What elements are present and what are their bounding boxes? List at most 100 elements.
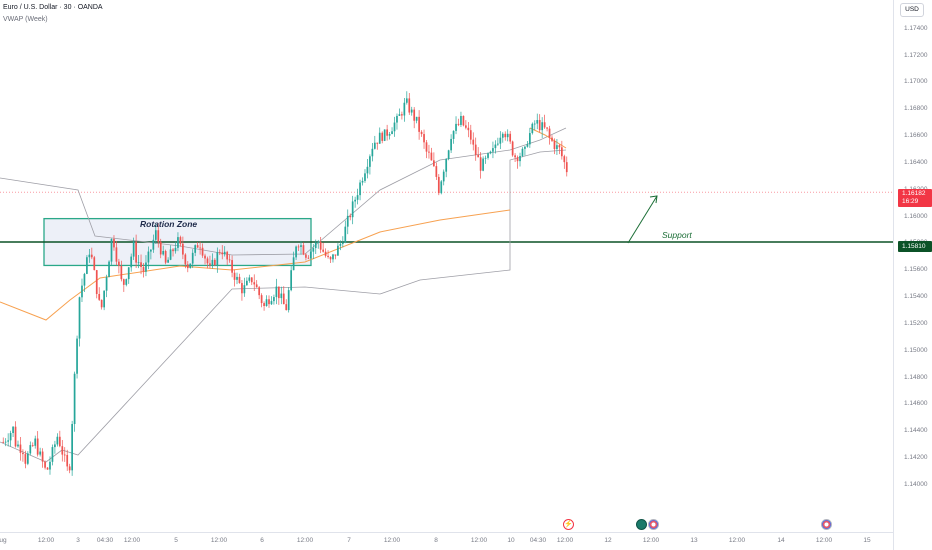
candle-body — [182, 243, 184, 255]
candle-body — [528, 133, 531, 145]
candle-body — [415, 116, 418, 121]
candle-body — [260, 295, 263, 304]
candle-body — [118, 261, 120, 266]
candle-body — [425, 142, 428, 152]
candle-body — [263, 303, 265, 307]
us-flag-icon[interactable] — [821, 519, 832, 530]
candle-body — [19, 444, 22, 453]
time-tick: 7 — [347, 537, 351, 544]
time-tick: 12:00 — [383, 537, 401, 544]
currency-button[interactable]: USD — [900, 3, 924, 17]
candle-body — [31, 445, 34, 446]
candle-body — [383, 129, 386, 141]
candle-body — [216, 252, 219, 266]
candle-body — [511, 141, 514, 156]
candle-body — [344, 226, 347, 243]
candle-body — [297, 246, 300, 248]
candle-body — [356, 195, 359, 200]
price-tick: 1.15200 — [904, 319, 928, 327]
candle-body — [78, 297, 81, 339]
candle-body — [403, 102, 406, 116]
candle-body — [489, 151, 492, 154]
candle-body — [120, 265, 123, 280]
candle-body — [159, 241, 162, 255]
candle-body — [337, 245, 339, 256]
candle-body — [218, 252, 221, 254]
candle-body — [361, 180, 364, 183]
candle-body — [556, 145, 558, 150]
candle-body — [324, 251, 327, 256]
candle-body — [9, 433, 12, 441]
candle-body — [351, 201, 354, 218]
candle-body — [66, 454, 69, 467]
candle-body — [307, 257, 310, 259]
price-axis[interactable]: 1.17400 1.17200 1.17000 1.16800 1.16600 1.164… — [893, 0, 932, 550]
candle-body — [71, 424, 73, 471]
candle-body — [450, 138, 452, 151]
time-tick: 04:30 — [96, 537, 114, 544]
candle-body — [22, 452, 24, 455]
candle-body — [435, 166, 438, 177]
candle-body — [76, 338, 78, 374]
candle-body — [285, 304, 288, 311]
price-chart[interactable] — [0, 0, 893, 532]
candle-body — [137, 262, 140, 264]
candle-body — [132, 241, 135, 257]
time-tick: 3 — [76, 537, 80, 544]
indicator-title[interactable]: VWAP (Week) — [3, 16, 48, 23]
candle-body — [393, 122, 396, 132]
candle-body — [408, 98, 411, 113]
candle-body — [152, 239, 155, 250]
candle-body — [103, 290, 105, 308]
candle-body — [125, 279, 128, 285]
candle-body — [127, 267, 130, 280]
time-tick: 8 — [434, 537, 438, 544]
candle-body — [563, 156, 566, 163]
candle-body — [477, 154, 480, 158]
chart-pane[interactable]: Euro / U.S. Dollar · 30 · OANDA VWAP (We… — [0, 0, 893, 532]
candle-body — [497, 143, 499, 145]
price-tick: 1.15000 — [904, 346, 928, 354]
candle-body — [39, 451, 42, 455]
candle-body — [465, 125, 467, 128]
candle-body — [484, 157, 487, 159]
support-price-tag: 1.15810 — [898, 241, 932, 252]
candle-body — [63, 454, 66, 456]
last-price-tag: 1.16182 16:29 — [898, 189, 932, 207]
time-tick: 12:00 — [470, 537, 488, 544]
candle-body — [341, 242, 344, 244]
time-tick: 6 — [260, 537, 264, 544]
vwap-upper-band — [0, 127, 567, 256]
candle-body — [359, 182, 361, 196]
candle-body — [100, 299, 103, 308]
time-tick: 12:00 — [210, 537, 228, 544]
time-axis[interactable]: ug 12:00 3 04:30 12:00 5 12:00 6 12:00 7 12:00 8 12:… — [0, 532, 893, 550]
candle-body — [541, 122, 544, 131]
candle-body — [228, 259, 231, 261]
candle-body — [373, 142, 376, 149]
candle-body — [95, 270, 98, 295]
flash-icon[interactable]: ⚡ — [563, 519, 574, 530]
us-flag-icon[interactable] — [648, 519, 659, 530]
earnings-icon[interactable] — [636, 519, 647, 530]
candle-body — [329, 256, 332, 260]
candle-body — [565, 162, 568, 173]
candle-body — [430, 152, 433, 161]
candle-body — [164, 250, 167, 263]
time-tick: 12:00 — [815, 537, 833, 544]
candle-body — [386, 129, 388, 136]
candle-body — [499, 137, 502, 144]
candle-body — [548, 128, 551, 138]
candle-body — [14, 426, 17, 447]
candle-body — [524, 146, 526, 149]
candle-body — [191, 252, 194, 264]
candle-body — [558, 145, 561, 148]
arrow-head-icon — [649, 195, 658, 204]
price-tick: 1.16600 — [904, 132, 928, 140]
candle-body — [509, 133, 512, 142]
candle-body — [327, 255, 329, 257]
time-tick: 04:30 — [529, 537, 547, 544]
candle-body — [302, 245, 305, 255]
candle-body — [68, 466, 71, 471]
time-tick: 12 — [604, 537, 612, 544]
